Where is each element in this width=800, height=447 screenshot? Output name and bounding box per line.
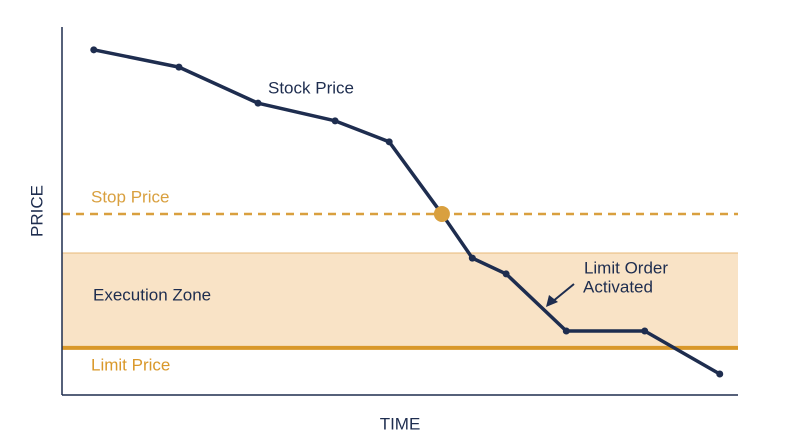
price-point — [716, 370, 724, 378]
price-point — [641, 327, 649, 335]
annotation-arrowhead — [546, 295, 558, 307]
price-point — [90, 46, 98, 54]
series-label: Stock Price — [268, 78, 354, 97]
limit-price-label: Limit Price — [91, 355, 170, 374]
annotation-arrow — [551, 283, 575, 303]
x-axis-label: TIME — [380, 414, 421, 433]
price-point — [502, 270, 510, 278]
y-axis-label: PRICE — [27, 185, 46, 237]
price-point — [468, 254, 476, 262]
price-point — [175, 63, 183, 71]
stop-price-label: Stop Price — [91, 187, 169, 206]
zone-label: Execution Zone — [93, 285, 211, 304]
price-point — [254, 99, 262, 107]
price-point — [331, 117, 339, 125]
price-point — [562, 327, 570, 335]
annotation-line: Activated — [583, 277, 653, 296]
annotation-line: Limit Order — [584, 258, 668, 277]
price-point — [385, 138, 393, 146]
stop-trigger — [433, 205, 450, 222]
